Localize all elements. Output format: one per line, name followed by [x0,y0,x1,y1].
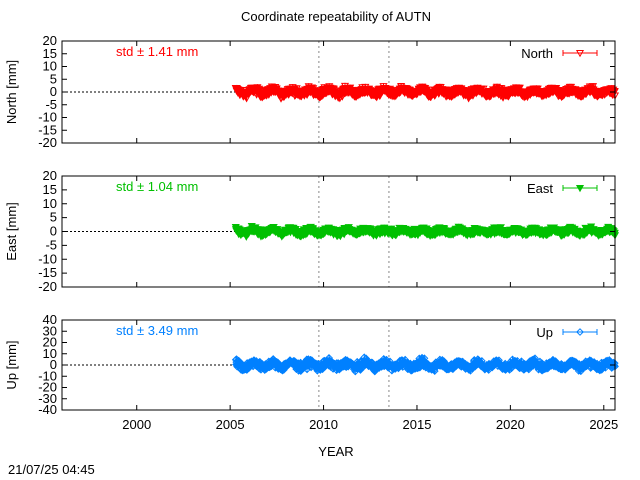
y-tick-label: -10 [38,110,57,125]
y-axis-label-north: North [mm] [4,60,19,124]
y-tick-label: 15 [43,46,57,61]
data-point [575,49,585,58]
std-label-north: std ± 1.41 mm [116,44,198,59]
y-tick-label: 10 [43,59,57,74]
x-axis-label: YEAR [318,444,353,459]
y-tick-label: -15 [38,122,57,137]
data-point [515,84,524,93]
y-tick-label: 0 [50,84,57,99]
series-east [231,223,620,241]
series-north [231,82,620,103]
data-point [588,83,598,91]
timestamp: 21/07/25 04:45 [8,462,95,477]
y-tick-label: 5 [50,71,57,86]
chart-title: Coordinate repeatability of AUTN [241,9,431,24]
y-tick-label: -5 [45,97,57,112]
legend-north: North [521,46,598,61]
y-tick-label: -20 [38,135,57,150]
y-tick-label: 20 [43,33,57,48]
legend-label: North [521,46,553,61]
